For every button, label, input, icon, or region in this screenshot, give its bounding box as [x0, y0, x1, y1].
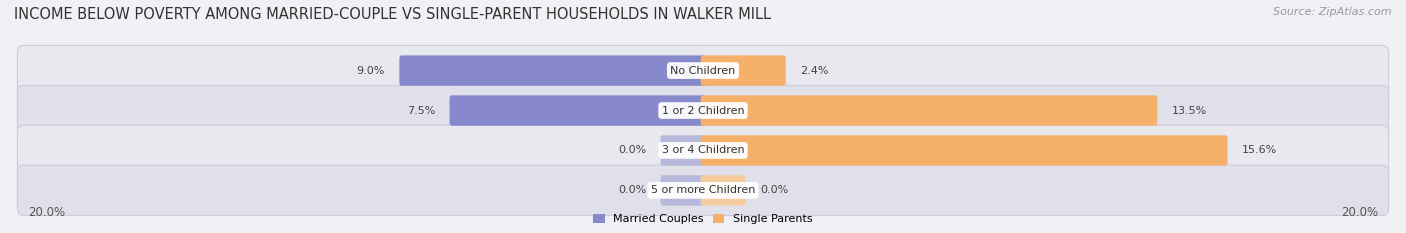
FancyBboxPatch shape [700, 175, 745, 206]
Text: 1 or 2 Children: 1 or 2 Children [662, 106, 744, 116]
Text: 3 or 4 Children: 3 or 4 Children [662, 145, 744, 155]
FancyBboxPatch shape [700, 95, 1157, 126]
FancyBboxPatch shape [17, 85, 1389, 136]
Text: 0.0%: 0.0% [759, 185, 789, 195]
FancyBboxPatch shape [17, 165, 1389, 216]
FancyBboxPatch shape [399, 55, 706, 86]
Legend: Married Couples, Single Parents: Married Couples, Single Parents [593, 214, 813, 224]
Text: 5 or more Children: 5 or more Children [651, 185, 755, 195]
FancyBboxPatch shape [700, 135, 1227, 166]
FancyBboxPatch shape [450, 95, 706, 126]
FancyBboxPatch shape [661, 135, 706, 166]
FancyBboxPatch shape [17, 125, 1389, 176]
Text: 0.0%: 0.0% [617, 145, 647, 155]
Text: No Children: No Children [671, 65, 735, 75]
Text: 20.0%: 20.0% [1341, 206, 1378, 219]
Text: 7.5%: 7.5% [406, 106, 436, 116]
FancyBboxPatch shape [17, 45, 1389, 96]
Text: 15.6%: 15.6% [1241, 145, 1277, 155]
Text: 2.4%: 2.4% [800, 65, 828, 75]
FancyBboxPatch shape [661, 175, 706, 206]
Text: INCOME BELOW POVERTY AMONG MARRIED-COUPLE VS SINGLE-PARENT HOUSEHOLDS IN WALKER : INCOME BELOW POVERTY AMONG MARRIED-COUPL… [14, 7, 770, 22]
Text: 0.0%: 0.0% [617, 185, 647, 195]
Text: 20.0%: 20.0% [28, 206, 65, 219]
Text: Source: ZipAtlas.com: Source: ZipAtlas.com [1274, 7, 1392, 17]
Text: 13.5%: 13.5% [1171, 106, 1206, 116]
Text: 9.0%: 9.0% [357, 65, 385, 75]
FancyBboxPatch shape [700, 55, 786, 86]
